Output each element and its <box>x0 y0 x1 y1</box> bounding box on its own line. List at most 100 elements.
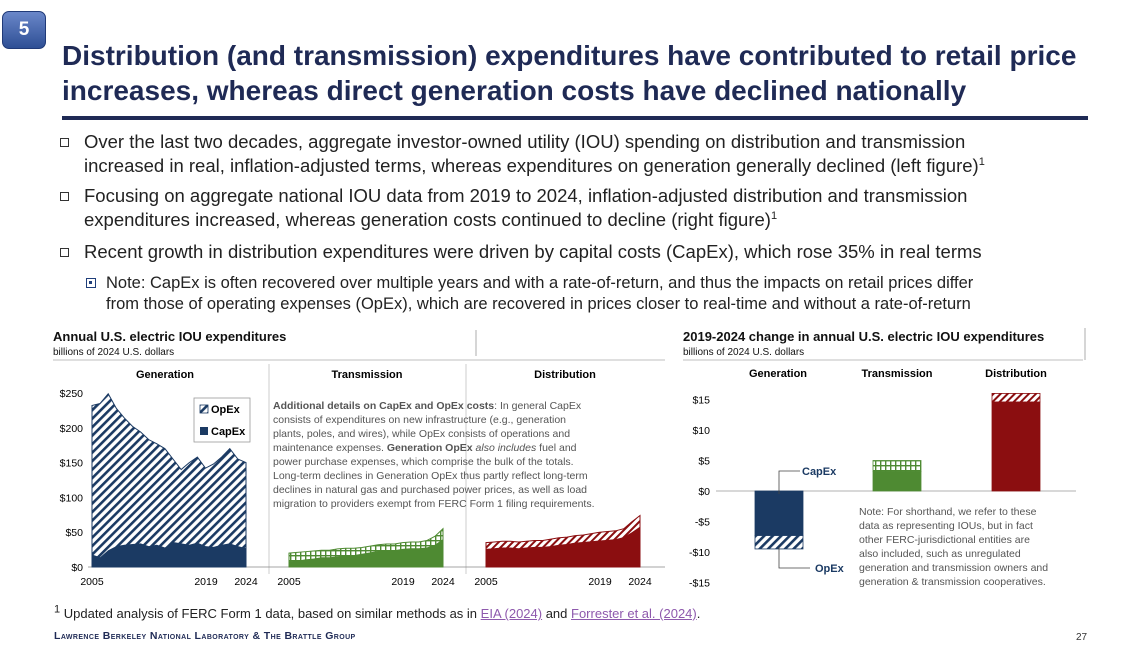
bar-header-distribution: Distribution <box>985 368 1047 380</box>
annotation-line-1: Additional details on CapEx and OpEx cos… <box>273 400 582 412</box>
capex-callout-label: CapEx <box>802 466 837 478</box>
footnote-marker: 1 <box>54 603 61 616</box>
x-tick-trans-2024: 2024 <box>431 576 455 588</box>
distribution-area-chart <box>485 514 641 568</box>
opex-callout: OpEx <box>778 547 845 575</box>
sub-bullet-1-line-2: from those of operating expenses (OpEx),… <box>106 295 971 313</box>
panel-header-distribution: Distribution <box>534 369 596 381</box>
annotation-line-3: plants, poles, and wires), while OpEx co… <box>273 428 570 440</box>
capex-opex-annotation: Additional details on CapEx and OpEx cos… <box>273 400 595 510</box>
annotation-text: maintenance expenses. <box>273 442 387 454</box>
legend-opex-swatch <box>199 404 209 414</box>
footnote-end: . <box>696 606 701 621</box>
right-y-tick-label: -$10 <box>689 547 710 559</box>
title-line-1: Distribution (and transmission) expendit… <box>62 40 1077 71</box>
right-y-tick-label: -$5 <box>695 517 710 529</box>
note-line-2: data as representing IOUs, but in fact <box>859 520 1033 532</box>
bullet-2-line-1: Focusing on aggregate national IOU data … <box>84 185 968 206</box>
legend-capex-label: CapEx <box>211 426 246 438</box>
footnote-and: and <box>542 606 572 621</box>
annotation-text: : In general CapEx <box>494 400 582 412</box>
left-y-tick-label: $0 <box>71 562 83 574</box>
bullet-square-icon <box>60 192 69 201</box>
right-y-tick-label: $0 <box>698 486 710 498</box>
note-line-5: generation and transmission owners and <box>859 562 1048 574</box>
distribution-capex-bar <box>991 401 1041 492</box>
annotation-line-8: migration to providers exempt from FERC … <box>273 498 595 510</box>
change-bar-chart <box>754 392 1041 550</box>
left-y-tick-label: $100 <box>60 492 84 504</box>
bullet-3: Recent growth in distribution expenditur… <box>60 240 1120 264</box>
annotation-bold: Generation OpEx <box>387 442 473 454</box>
generation-capex-bar <box>754 490 804 536</box>
right-y-tick-label: -$15 <box>689 578 710 590</box>
distribution-opex-bar <box>991 392 1041 403</box>
legend-capex-swatch <box>200 427 208 435</box>
annotation-italic: also includes <box>473 442 537 454</box>
panel-header-generation: Generation <box>136 369 194 381</box>
annotation-line-5: power purchase expenses, which comprise … <box>273 456 574 468</box>
left-y-tick-label: $200 <box>60 423 84 435</box>
x-tick-gen-2005: 2005 <box>80 576 104 588</box>
bullet-1-line-1: Over the last two decades, aggregate inv… <box>84 131 966 152</box>
bullet-square-icon <box>60 138 69 147</box>
forrester-2024-link[interactable]: Forrester et al. (2024) <box>571 606 697 621</box>
annotation-line-4: maintenance expenses. Generation OpEx al… <box>273 442 577 454</box>
footer-organization: Lawrence Berkeley National Laboratory & … <box>54 630 356 642</box>
bullet-square-icon <box>60 248 69 257</box>
generation-opex-bar <box>754 535 804 550</box>
bullet-2-line-2: expenditures increased, whereas generati… <box>84 208 1120 232</box>
footnote-text: Updated analysis of FERC Form 1 data, ba… <box>60 606 481 621</box>
sub-bullet-square-icon <box>86 278 96 288</box>
slide-number-badge: 5 <box>2 11 46 49</box>
note-line-3: other FERC-jurisdictional entities are <box>859 534 1030 546</box>
bar-header-transmission: Transmission <box>862 368 933 380</box>
page-number: 27 <box>1076 632 1088 643</box>
x-tick-dist-2024: 2024 <box>628 576 652 588</box>
right-chart-subtitle: billions of 2024 U.S. dollars <box>683 347 804 358</box>
annotation-text: fuel and <box>536 442 576 454</box>
transmission-opex-bar <box>872 460 922 472</box>
footnote-ref: 1 <box>978 155 985 168</box>
eia-2024-link[interactable]: EIA (2024) <box>480 606 543 621</box>
capex-callout: CapEx <box>778 466 837 494</box>
right-chart-title: 2019-2024 change in annual U.S. electric… <box>683 329 1044 344</box>
generation-opex-area <box>91 392 247 568</box>
opex-callout-line <box>778 547 810 569</box>
panel-header-transmission: Transmission <box>332 369 403 381</box>
left-chart-title: Annual U.S. electric IOU expenditures <box>53 329 286 344</box>
annotation-line-7: declines in natural gas and purchased po… <box>273 484 587 496</box>
annotation-line-6: Long-term declines in Generation OpEx th… <box>273 470 588 482</box>
generation-capex-area <box>92 541 246 567</box>
left-y-tick-label: $250 <box>60 388 84 400</box>
footnote: 1 Updated analysis of FERC Form 1 data, … <box>54 603 701 621</box>
right-y-tick-label: $10 <box>692 425 710 437</box>
x-tick-gen-2024: 2024 <box>234 576 258 588</box>
annotation-heading: Additional details on CapEx and OpEx cos… <box>273 400 494 412</box>
note-line-6: generation & transmission cooperatives. <box>859 576 1046 588</box>
bullet-2: Focusing on aggregate national IOU data … <box>60 184 1120 232</box>
opex-callout-label: OpEx <box>815 563 845 575</box>
x-tick-trans-2005: 2005 <box>277 576 301 588</box>
right-y-tick-label: $5 <box>698 456 710 468</box>
legend-opex-label: OpEx <box>211 404 241 416</box>
page-title: Distribution (and transmission) expendit… <box>62 38 1122 108</box>
note-line-1: Note: For shorthand, we refer to these <box>859 506 1037 518</box>
distribution-capex-area <box>486 526 640 567</box>
x-tick-gen-2019: 2019 <box>194 576 218 588</box>
bullet-2-text: expenditures increased, whereas generati… <box>84 209 771 230</box>
bullet-1-text: increased in real, inflation-adjusted te… <box>84 155 979 176</box>
transmission-area-chart <box>288 527 444 568</box>
bullet-1: Over the last two decades, aggregate inv… <box>60 130 1120 178</box>
x-tick-trans-2019: 2019 <box>391 576 415 588</box>
charts-canvas: Annual U.S. electric IOU expenditures bi… <box>53 328 1086 590</box>
capex-callout-line <box>778 470 800 494</box>
sub-bullet-1-line-1: Note: CapEx is often recovered over mult… <box>106 274 974 292</box>
right-chart-note: Note: For shorthand, we refer to these d… <box>859 506 1048 588</box>
x-tick-dist-2005: 2005 <box>474 576 498 588</box>
sub-bullet-1: Note: CapEx is often recovered over mult… <box>86 273 1086 315</box>
bullet-1-line-2: increased in real, inflation-adjusted te… <box>84 154 1120 178</box>
bullet-3-text: Recent growth in distribution expenditur… <box>84 241 982 262</box>
generation-area-chart <box>91 392 247 568</box>
x-tick-dist-2019: 2019 <box>588 576 612 588</box>
